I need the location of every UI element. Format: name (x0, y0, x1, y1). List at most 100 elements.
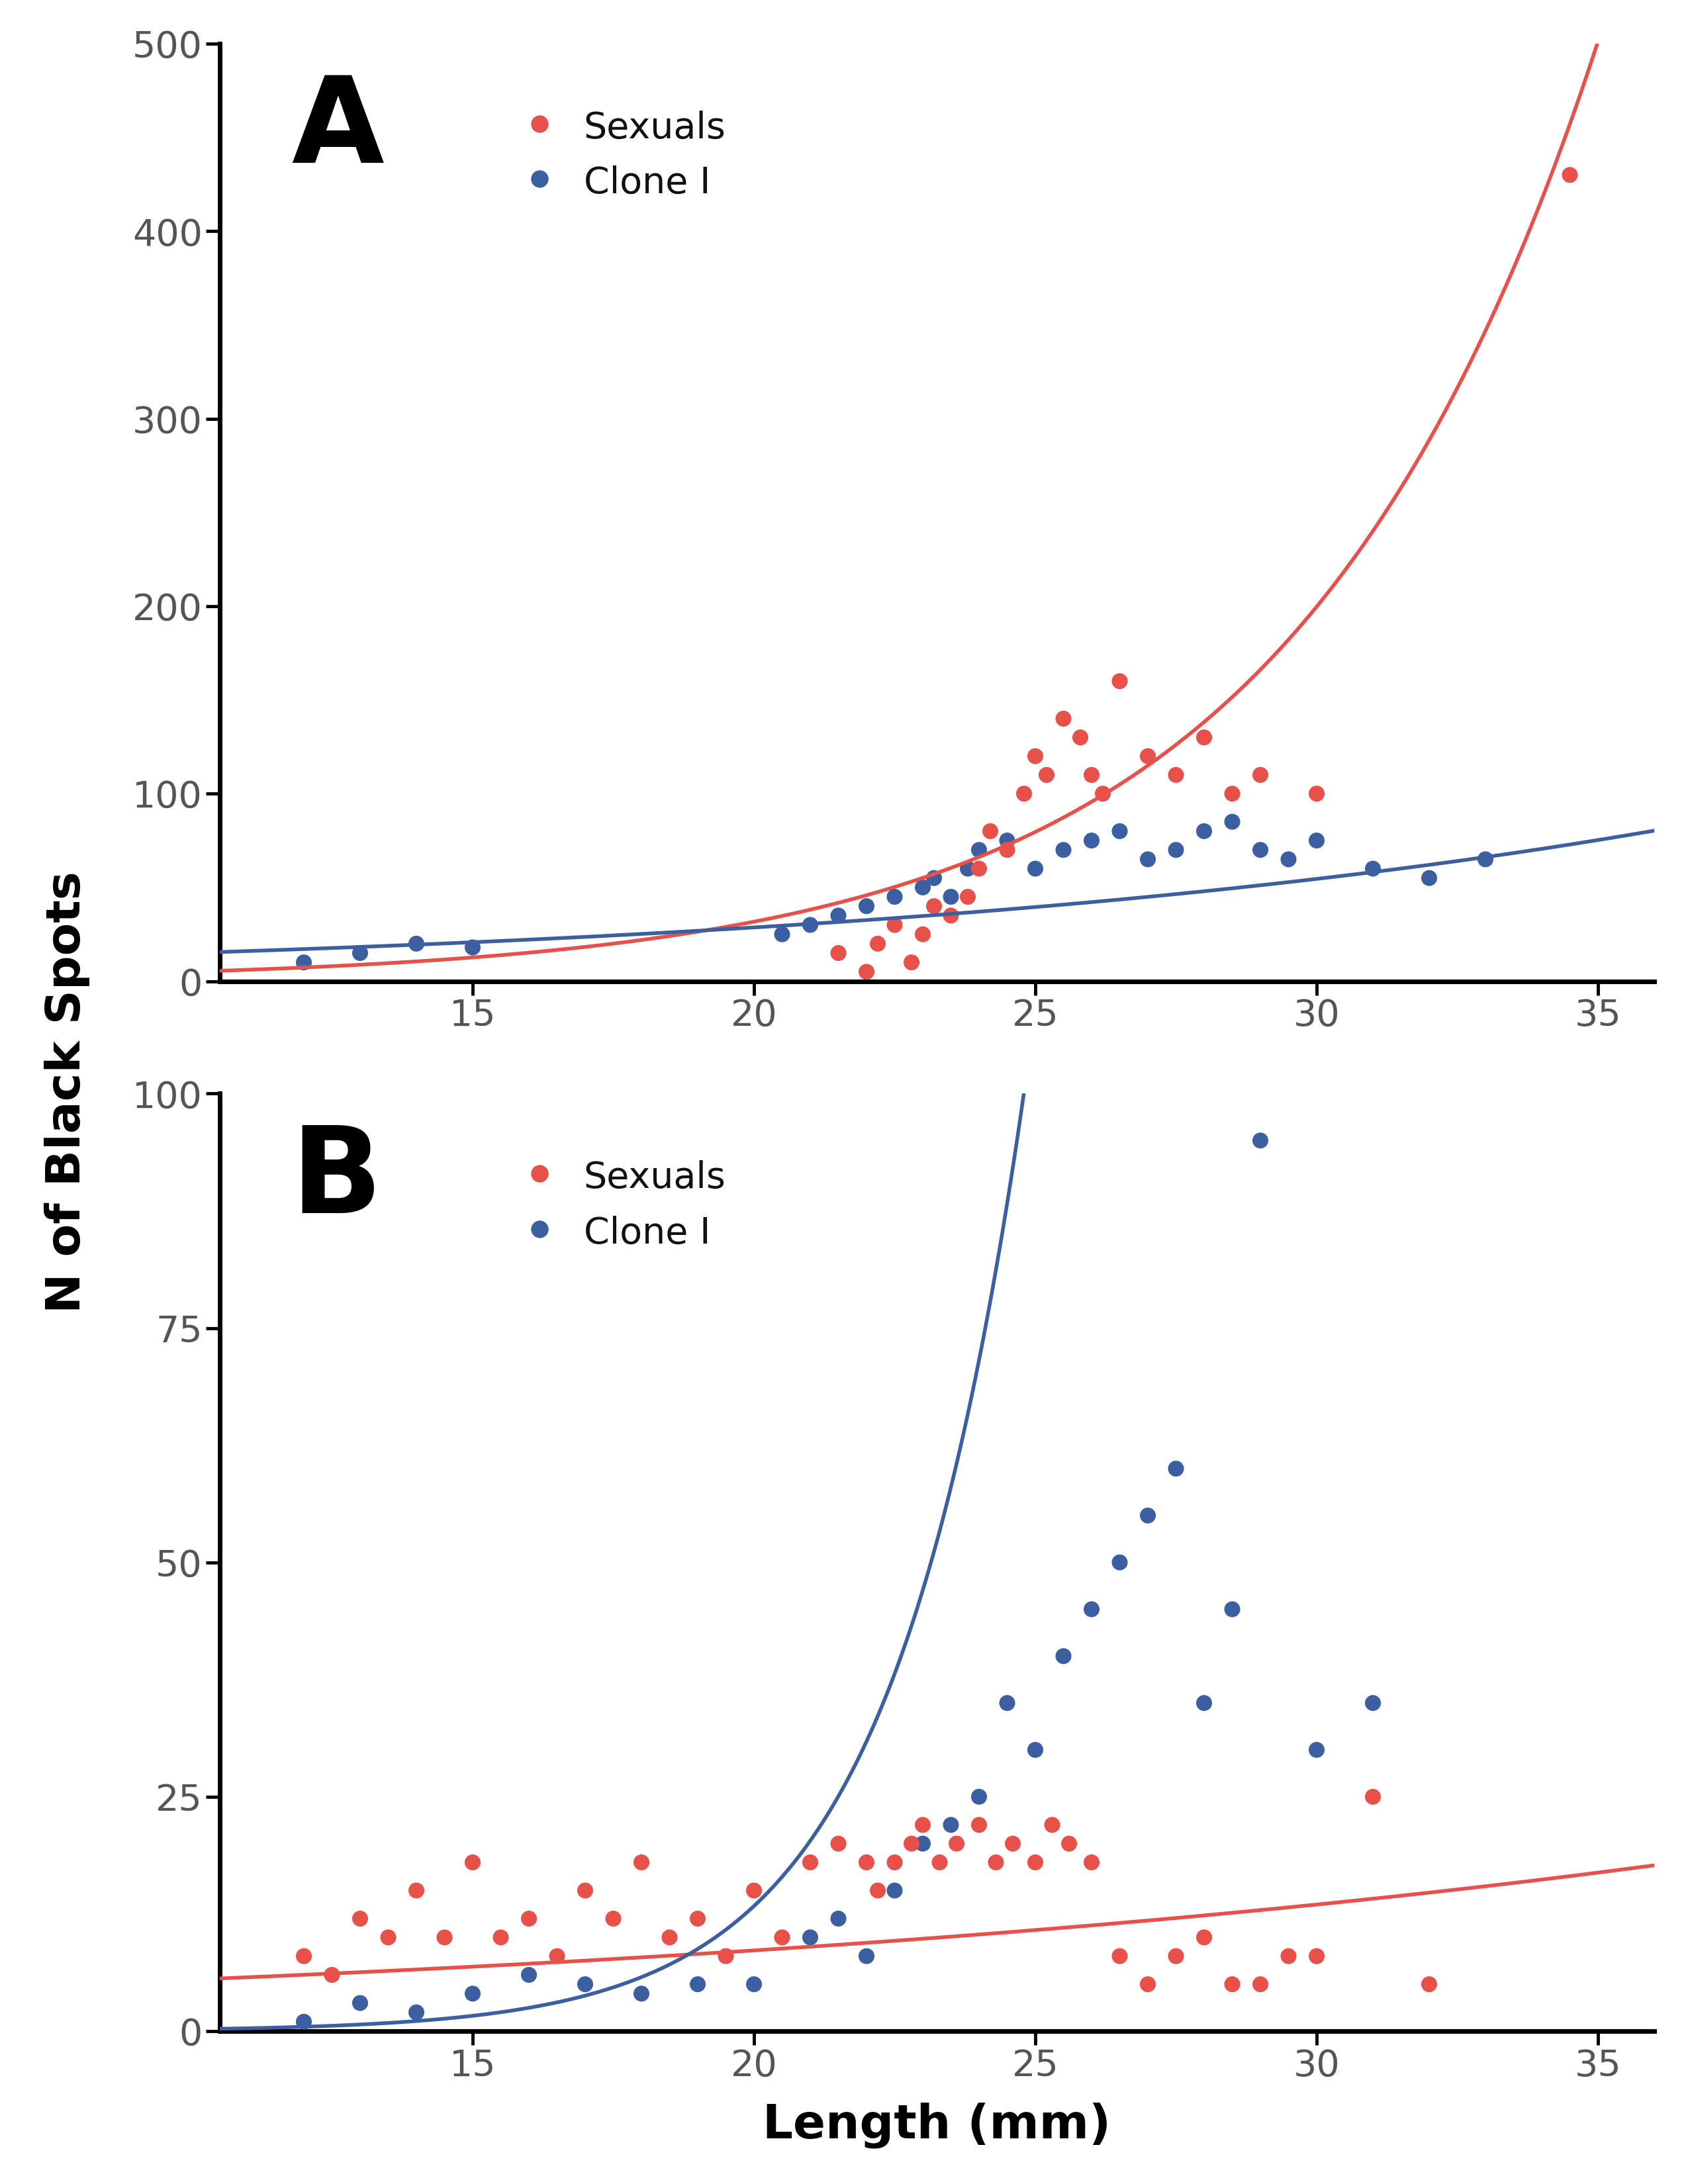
Point (966, 1808, 993, 1843)
Point (684, 1968, 711, 2003)
Point (1055, 1826, 1082, 1861)
Point (1050, 701, 1077, 736)
Point (1247, 1968, 1274, 2003)
Point (1134, 738, 1161, 773)
Point (937, 898, 964, 933)
Point (797, 906, 824, 941)
Text: B: B (290, 1123, 381, 1238)
Point (1050, 1638, 1077, 1673)
Point (1190, 815, 1217, 850)
Point (290, 946, 317, 981)
Point (1050, 832, 1077, 867)
Text: A: A (290, 72, 383, 188)
Point (628, 1845, 655, 1880)
Legend: Sexuals, Clone I: Sexuals, Clone I (525, 1160, 726, 1251)
Point (1190, 721, 1217, 756)
Point (684, 1900, 711, 1935)
Point (999, 1826, 1026, 1861)
Point (1274, 841, 1301, 876)
Point (346, 1985, 373, 2020)
Point (459, 1977, 486, 2011)
Point (1038, 1808, 1065, 1843)
Point (954, 852, 981, 887)
Point (1247, 832, 1274, 867)
Point (966, 1780, 993, 1815)
Point (825, 1826, 852, 1861)
Point (1163, 1450, 1190, 1485)
Point (994, 832, 1021, 867)
Point (1089, 775, 1116, 810)
Point (1163, 758, 1190, 793)
Point (1079, 758, 1106, 793)
Point (966, 852, 993, 887)
Point (1134, 841, 1161, 876)
Text: N of Black Spots: N of Black Spots (44, 871, 91, 1313)
Point (1274, 1939, 1301, 1974)
Point (852, 1845, 879, 1880)
Point (910, 869, 937, 904)
Point (1106, 1939, 1133, 1974)
Point (927, 1845, 954, 1880)
Legend: Sexuals, Clone I: Sexuals, Clone I (525, 109, 726, 201)
Point (1359, 852, 1386, 887)
Point (1416, 1968, 1443, 2003)
Point (1079, 1592, 1106, 1627)
Point (346, 935, 373, 970)
Point (898, 1826, 925, 1861)
Point (1134, 1498, 1161, 1533)
Point (768, 1920, 795, 1955)
Point (910, 917, 937, 952)
Point (1303, 1939, 1330, 1974)
Point (1303, 775, 1330, 810)
Point (1416, 860, 1443, 895)
Point (937, 1808, 964, 1843)
Point (1106, 815, 1133, 850)
Point (1472, 841, 1499, 876)
Point (881, 906, 908, 941)
Point (994, 823, 1021, 858)
Point (544, 1939, 571, 1974)
Point (515, 1957, 542, 1992)
Point (910, 1826, 937, 1861)
Point (1106, 1544, 1133, 1579)
Point (1134, 1968, 1161, 2003)
Point (1106, 664, 1133, 699)
Point (768, 917, 795, 952)
Point (1190, 1920, 1217, 1955)
Point (1219, 1592, 1246, 1627)
Point (977, 815, 1004, 850)
Point (920, 889, 947, 924)
Point (1021, 1732, 1048, 1767)
Point (346, 1900, 373, 1935)
Point (1219, 775, 1246, 810)
Point (657, 1920, 684, 1955)
Point (1303, 823, 1330, 858)
Point (488, 1920, 515, 1955)
Point (1163, 1939, 1190, 1974)
Point (937, 880, 964, 915)
Point (966, 832, 993, 867)
Point (898, 946, 925, 981)
Point (1556, 157, 1583, 192)
Point (864, 1874, 891, 1909)
Point (1219, 1968, 1246, 2003)
Point (797, 1920, 824, 1955)
Point (881, 1874, 908, 1909)
Point (852, 954, 879, 989)
Point (319, 1957, 346, 1992)
Point (920, 860, 947, 895)
Point (1021, 852, 1048, 887)
Point (852, 889, 879, 924)
Point (1303, 1732, 1330, 1767)
Point (1021, 738, 1048, 773)
Point (572, 1874, 599, 1909)
Point (994, 1686, 1021, 1721)
Point (1219, 804, 1246, 839)
Point (1079, 1845, 1106, 1880)
Point (741, 1874, 768, 1909)
Point (403, 1994, 430, 2029)
Point (1067, 721, 1094, 756)
Point (1359, 1686, 1386, 1721)
Point (825, 1900, 852, 1935)
Point (1079, 823, 1106, 858)
